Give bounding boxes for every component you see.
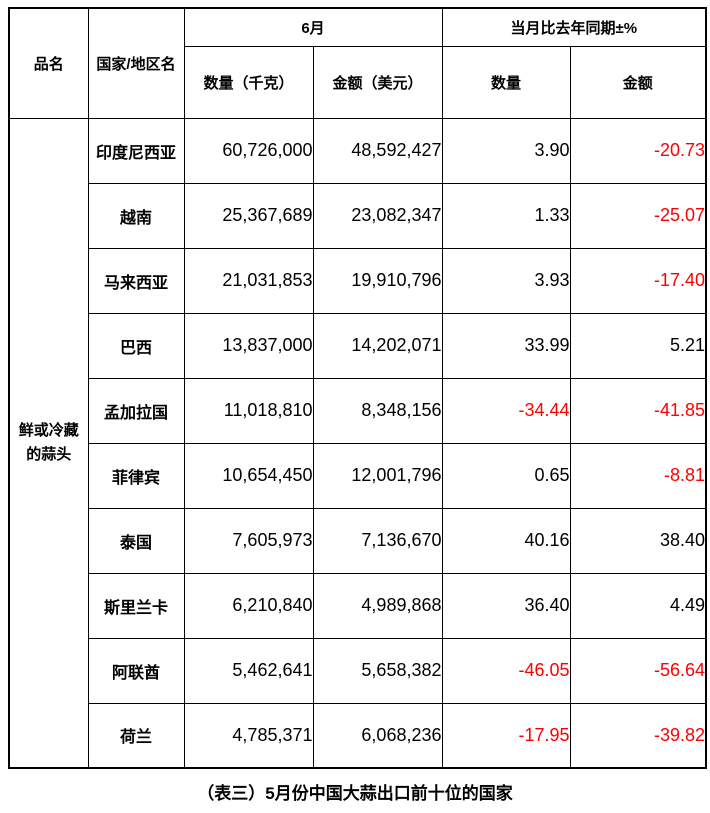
qty-pct-cell: 0.65 (441, 442, 571, 509)
amount-pct-cell: -17.40 (569, 247, 707, 314)
country-cell: 巴西 (87, 312, 185, 379)
amount-pct-cell: -56.64 (569, 637, 707, 704)
amount-pct-cell: -20.73 (569, 117, 707, 184)
amount-pct-cell: -41.85 (569, 377, 707, 444)
country-cell: 菲律宾 (87, 442, 185, 509)
amount-pct-cell: 4.49 (569, 572, 707, 639)
amount-cell: 12,001,796 (312, 442, 443, 509)
amount-cell: 48,592,427 (312, 117, 443, 184)
qty-cell: 13,837,000 (183, 312, 314, 379)
qty-pct-cell: 36.40 (441, 572, 571, 639)
amount-pct-cell: -39.82 (569, 702, 707, 769)
amount-cell: 4,989,868 (312, 572, 443, 639)
amount-pct-cell: 5.21 (569, 312, 707, 379)
qty-cell: 5,462,641 (183, 637, 314, 704)
product-name-cell: 鲜或冷藏 的蒜头 (8, 117, 89, 769)
amount-cell: 5,658,382 (312, 637, 443, 704)
amount-pct-cell: -25.07 (569, 182, 707, 249)
table-row: 巴西 13,837,000 14,202,071 33.99 5.21 (9, 312, 707, 379)
country-cell: 印度尼西亚 (87, 117, 185, 184)
qty-pct-cell: 40.16 (441, 507, 571, 574)
qty-cell: 21,031,853 (183, 247, 314, 314)
table-row: 菲律宾 10,654,450 12,001,796 0.65 -8.81 (9, 442, 707, 509)
header-qty-kg: 数量（千克） (183, 45, 314, 119)
amount-cell: 23,082,347 (312, 182, 443, 249)
qty-pct-cell: 3.90 (441, 117, 571, 184)
table-row: 斯里兰卡 6,210,840 4,989,868 36.40 4.49 (9, 572, 707, 639)
qty-pct-cell: -46.05 (441, 637, 571, 704)
qty-cell: 6,210,840 (183, 572, 314, 639)
country-cell: 马来西亚 (87, 247, 185, 314)
qty-cell: 7,605,973 (183, 507, 314, 574)
qty-cell: 25,367,689 (183, 182, 314, 249)
country-cell: 阿联酋 (87, 637, 185, 704)
export-table: 品名 国家/地区名 6月 当月比去年同期±% 数量（千克） 金额（美元） 数量 … (8, 7, 708, 769)
qty-pct-cell: 1.33 (441, 182, 571, 249)
header-amount-usd: 金额（美元） (312, 45, 443, 119)
country-cell: 孟加拉国 (87, 377, 185, 444)
table-row: 孟加拉国 11,018,810 8,348,156 -34.44 -41.85 (9, 377, 707, 444)
table-row: 阿联酋 5,462,641 5,658,382 -46.05 -56.64 (9, 637, 707, 704)
amount-cell: 14,202,071 (312, 312, 443, 379)
amount-cell: 7,136,670 (312, 507, 443, 574)
table-row: 马来西亚 21,031,853 19,910,796 3.93 -17.40 (9, 247, 707, 314)
qty-pct-cell: 33.99 (441, 312, 571, 379)
header-product-col: 品名 (8, 7, 89, 119)
country-cell: 斯里兰卡 (87, 572, 185, 639)
header-yoy-group: 当月比去年同期±% (441, 7, 707, 47)
amount-pct-cell: -8.81 (569, 442, 707, 509)
amount-pct-cell: 38.40 (569, 507, 707, 574)
amount-cell: 6,068,236 (312, 702, 443, 769)
qty-cell: 60,726,000 (183, 117, 314, 184)
header-country-col: 国家/地区名 (87, 7, 185, 119)
table-caption: （表三）5月份中国大蒜出口前十位的国家 (197, 784, 513, 803)
qty-cell: 10,654,450 (183, 442, 314, 509)
table-row: 泰国 7,605,973 7,136,670 40.16 38.40 (9, 507, 707, 574)
table-row: 越南 25,367,689 23,082,347 1.33 -25.07 (9, 182, 707, 249)
qty-pct-cell: -34.44 (441, 377, 571, 444)
qty-pct-cell: -17.95 (441, 702, 571, 769)
header-month-group: 6月 (183, 7, 443, 47)
amount-cell: 19,910,796 (312, 247, 443, 314)
country-cell: 泰国 (87, 507, 185, 574)
header-yoy-amount: 金额 (569, 45, 707, 119)
qty-pct-cell: 3.93 (441, 247, 571, 314)
table-row: 荷兰 4,785,371 6,068,236 -17.95 -39.82 (9, 702, 707, 769)
country-cell: 荷兰 (87, 702, 185, 769)
header-yoy-qty: 数量 (441, 45, 571, 119)
amount-cell: 8,348,156 (312, 377, 443, 444)
qty-cell: 11,018,810 (183, 377, 314, 444)
country-cell: 越南 (87, 182, 185, 249)
table-row: 鲜或冷藏 的蒜头 印度尼西亚 60,726,000 48,592,427 3.9… (8, 117, 707, 769)
qty-cell: 4,785,371 (183, 702, 314, 769)
